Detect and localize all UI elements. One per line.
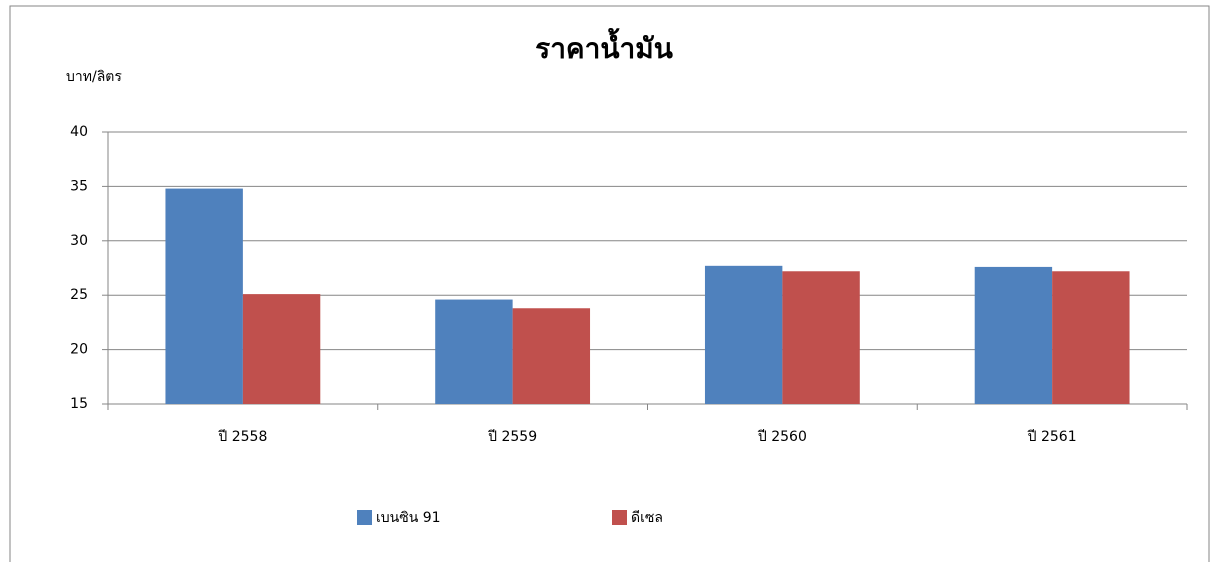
bar	[782, 271, 860, 404]
y-axis-label: บาท/ลิตร	[66, 69, 122, 85]
bar	[242, 294, 321, 404]
x-tick-label: ปี 2558	[218, 429, 267, 445]
y-tick-label: 20	[70, 342, 88, 358]
y-tick-label: 15	[70, 396, 88, 412]
bar	[974, 266, 1053, 404]
bar	[512, 308, 591, 404]
chart-frame	[9, 5, 1210, 562]
y-tick-label: 25	[70, 287, 88, 303]
y-tick-label: 30	[70, 233, 88, 249]
bar	[704, 265, 783, 404]
bar	[435, 299, 513, 404]
chart-title: ราคาน้ำมัน	[535, 27, 673, 65]
x-tick-label: ปี 2560	[757, 429, 806, 445]
y-tick-label: 40	[70, 124, 88, 140]
x-tick-label: ปี 2561	[1027, 429, 1076, 445]
bar	[1052, 271, 1130, 404]
x-tick-label: ปี 2559	[488, 429, 537, 445]
bar	[165, 188, 243, 404]
y-tick-label: 35	[70, 178, 88, 194]
legend-swatch	[357, 510, 372, 525]
legend-label: ดีเซล	[631, 510, 663, 526]
legend-swatch	[612, 510, 627, 525]
legend-label: เบนซิน 91	[376, 510, 441, 526]
